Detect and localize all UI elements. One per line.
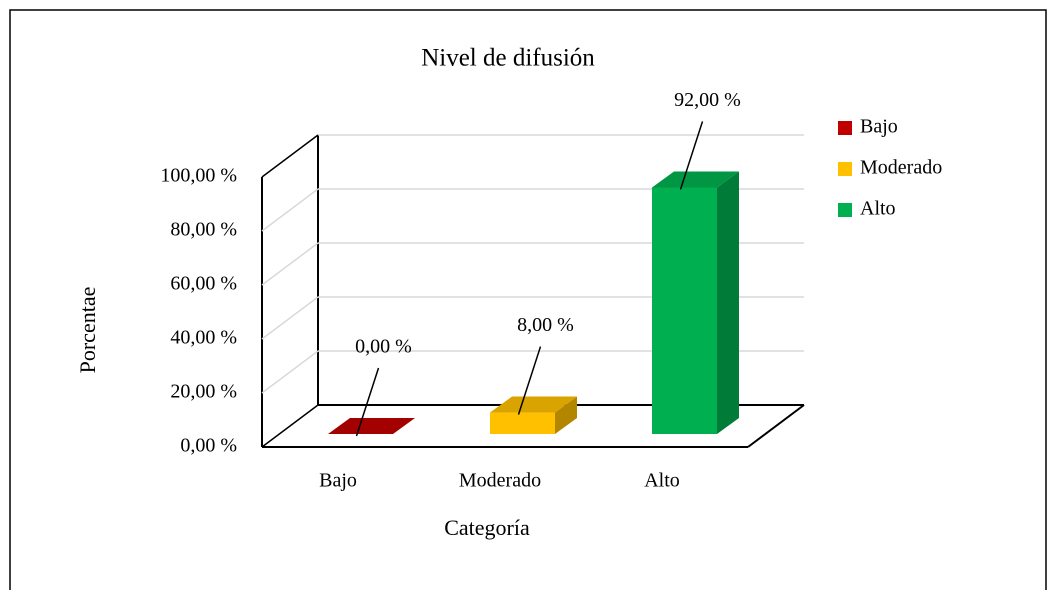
value-label: 0,00 % xyxy=(355,336,412,358)
legend-label: Alto xyxy=(860,198,896,220)
legend-swatch xyxy=(838,162,852,176)
y-tick-label: 40,00 % xyxy=(170,327,237,349)
legend-swatch xyxy=(838,203,852,217)
floor-right xyxy=(747,404,805,448)
grid-line-side xyxy=(261,296,319,340)
y-tick-label: 100,00 % xyxy=(160,165,237,187)
bar-top xyxy=(328,418,415,434)
y-tick-label: 80,00 % xyxy=(170,219,237,241)
grid-line-side xyxy=(261,242,319,286)
x-tick-label: Alto xyxy=(644,470,680,492)
bar-front xyxy=(652,187,717,434)
legend-label: Moderado xyxy=(860,157,942,179)
grid-line-side xyxy=(261,134,319,178)
bar-front xyxy=(490,412,555,434)
value-label-leader xyxy=(517,346,542,415)
y-tick-label: 20,00 % xyxy=(170,381,237,403)
grid-line-side xyxy=(261,188,319,232)
x-tick-label: Bajo xyxy=(319,470,357,492)
bar-side xyxy=(717,171,739,434)
x-tick-label: Moderado xyxy=(459,470,541,492)
grid-line-side xyxy=(261,350,319,394)
y-tick-label: 60,00 % xyxy=(170,273,237,295)
chart-title: Nivel de difusión xyxy=(421,45,595,72)
value-label-leader xyxy=(355,367,380,437)
y-tick-label: 0,00 % xyxy=(180,435,237,457)
chart-border xyxy=(9,9,1047,590)
grid-line-side xyxy=(261,404,319,448)
bar-side xyxy=(555,396,577,434)
value-label-leader xyxy=(679,121,704,190)
y-axis-title: Porcentae xyxy=(75,287,100,374)
bar-top xyxy=(490,396,577,413)
bar-top xyxy=(652,171,739,188)
value-label: 8,00 % xyxy=(517,314,574,336)
legend-label: Bajo xyxy=(860,116,898,138)
legend-swatch xyxy=(838,121,852,135)
value-label: 92,00 % xyxy=(674,89,741,111)
x-axis-title: Categoría xyxy=(444,515,530,540)
